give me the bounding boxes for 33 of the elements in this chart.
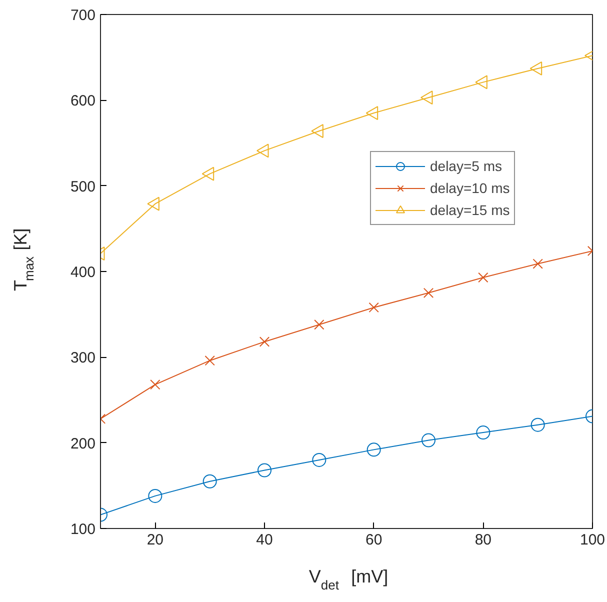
point <box>148 488 162 503</box>
y-tick-label: 100 <box>70 521 96 538</box>
point <box>475 75 488 90</box>
x-tick-label: 20 <box>146 532 164 548</box>
point <box>423 288 434 298</box>
legend-label: delay=15 ms <box>430 202 510 218</box>
point <box>368 302 379 313</box>
point <box>366 106 378 120</box>
point <box>202 474 217 488</box>
point <box>312 452 326 467</box>
point <box>422 433 436 448</box>
y-tick-label: 400 <box>70 264 96 281</box>
y-tick-label: 300 <box>70 350 96 367</box>
point <box>258 463 272 478</box>
point <box>311 124 324 138</box>
point <box>150 379 160 390</box>
y-tick-label: 500 <box>70 178 96 196</box>
point <box>259 336 270 347</box>
legend-label: delay=5 ms <box>430 158 502 174</box>
y-tick-label: 600 <box>70 92 96 110</box>
point <box>366 442 381 457</box>
y-tick-label: 700 <box>70 7 96 24</box>
x-tick-label: 80 <box>474 532 492 548</box>
x-tick-label: 60 <box>365 532 382 548</box>
x-tick-label: 100 <box>580 532 606 548</box>
point <box>530 61 542 76</box>
point <box>314 320 324 330</box>
y-axis-title: Tmax [K] <box>10 228 36 292</box>
y-tick-label: 200 <box>70 435 96 452</box>
legend-label: delay=10 ms <box>430 180 510 196</box>
point <box>204 355 215 366</box>
point <box>420 90 433 105</box>
x-tick-label: 40 <box>256 532 273 548</box>
